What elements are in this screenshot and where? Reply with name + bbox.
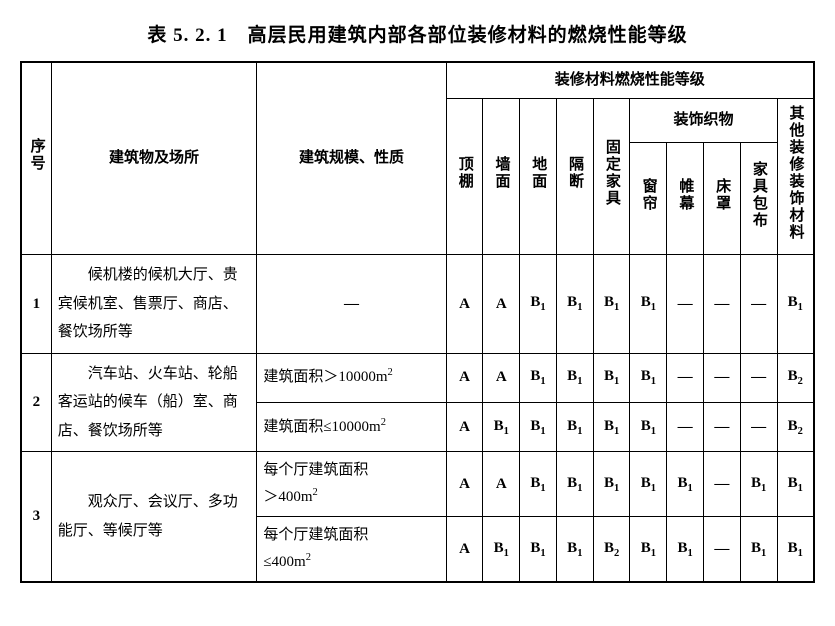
col-c1: 墙面 [483,98,520,255]
scale-cell: — [257,255,446,354]
grade-cell: A [446,452,483,517]
building-cell: 候机楼的候机大厅、贵宾候机室、售票厅、商店、餐饮场所等 [51,255,257,354]
grade-cell: B1 [520,353,557,402]
grade-cell: B1 [740,517,777,583]
grade-cell: B1 [667,517,704,583]
table-row: 2汽车站、火车站、轮船客运站的候车（船）室、商店、餐饮场所等建筑面积＞10000… [21,353,814,402]
grade-cell: B1 [520,517,557,583]
grade-cell: — [740,255,777,354]
table-row: 3观众厅、会议厅、多功能厅、等候厅等每个厅建筑面积＞400m2AAB1B1B1B… [21,452,814,517]
col-group-main: 装修材料燃烧性能等级 [446,62,814,98]
table-title: 表 5. 2. 1 高层民用建筑内部各部位装修材料的燃烧性能等级 [20,20,815,47]
col-c2: 地面 [520,98,557,255]
col-c0: 顶棚 [446,98,483,255]
grade-cell: A [446,255,483,354]
table-row: 1候机楼的候机大厅、贵宾候机室、售票厅、商店、餐饮场所等—AAB1B1B1B1—… [21,255,814,354]
grade-cell: — [740,353,777,402]
building-cell: 观众厅、会议厅、多功能厅、等候厅等 [51,452,257,583]
grade-cell: B1 [483,402,520,451]
grade-cell: B1 [630,452,667,517]
grade-cell: B1 [777,517,814,583]
grade-cell: B1 [520,402,557,451]
grade-cell: A [446,402,483,451]
grade-cell: B1 [777,452,814,517]
grade-cell: — [703,402,740,451]
col-scale: 建筑规模、性质 [257,62,446,255]
grade-cell: B1 [667,452,704,517]
col-c7: 床罩 [703,143,740,255]
grade-cell: — [667,402,704,451]
grade-cell: B2 [777,353,814,402]
col-seq: 序号 [21,62,51,255]
grade-cell: A [483,255,520,354]
grade-cell: B1 [556,255,593,354]
grade-cell: B1 [777,255,814,354]
grade-cell: B1 [483,517,520,583]
grade-cell: A [483,452,520,517]
grade-cell: — [667,353,704,402]
grade-cell: A [483,353,520,402]
col-c8: 家具包布 [740,143,777,255]
grade-cell: B1 [593,402,630,451]
grade-cell: B1 [630,255,667,354]
grade-cell: B1 [630,353,667,402]
grade-cell: B1 [520,255,557,354]
grade-cell: B2 [777,402,814,451]
grade-cell: B1 [593,353,630,402]
scale-cell: 每个厅建筑面积＞400m2 [257,452,446,517]
col-c3: 隔断 [556,98,593,255]
col-fabric-group: 装饰织物 [630,98,777,143]
col-c6: 帷幕 [667,143,704,255]
col-building: 建筑物及场所 [51,62,257,255]
grade-cell: — [703,517,740,583]
grade-cell: B1 [556,452,593,517]
grade-cell: B1 [740,452,777,517]
col-c9: 其他装修装饰材料 [777,98,814,255]
grade-cell: — [703,255,740,354]
grade-cell: B1 [593,452,630,517]
grade-cell: A [446,517,483,583]
grade-cell: B1 [630,402,667,451]
grade-cell: A [446,353,483,402]
grade-cell: — [667,255,704,354]
scale-cell: 建筑面积≤10000m2 [257,402,446,451]
grade-cell: B1 [520,452,557,517]
grade-cell: B2 [593,517,630,583]
seq-cell: 3 [21,452,51,583]
col-c5: 窗帘 [630,143,667,255]
building-cell: 汽车站、火车站、轮船客运站的候车（船）室、商店、餐饮场所等 [51,353,257,452]
grade-cell: — [703,353,740,402]
fire-rating-table: 序号 建筑物及场所 建筑规模、性质 装修材料燃烧性能等级 顶棚 墙面 地面 隔断… [20,61,815,583]
scale-cell: 建筑面积＞10000m2 [257,353,446,402]
grade-cell: B1 [593,255,630,354]
scale-cell: 每个厅建筑面积≤400m2 [257,517,446,583]
seq-cell: 2 [21,353,51,452]
grade-cell: B1 [630,517,667,583]
grade-cell: — [703,452,740,517]
grade-cell: B1 [556,402,593,451]
col-c4: 固定家具 [593,98,630,255]
grade-cell: B1 [556,353,593,402]
grade-cell: — [740,402,777,451]
grade-cell: B1 [556,517,593,583]
seq-cell: 1 [21,255,51,354]
